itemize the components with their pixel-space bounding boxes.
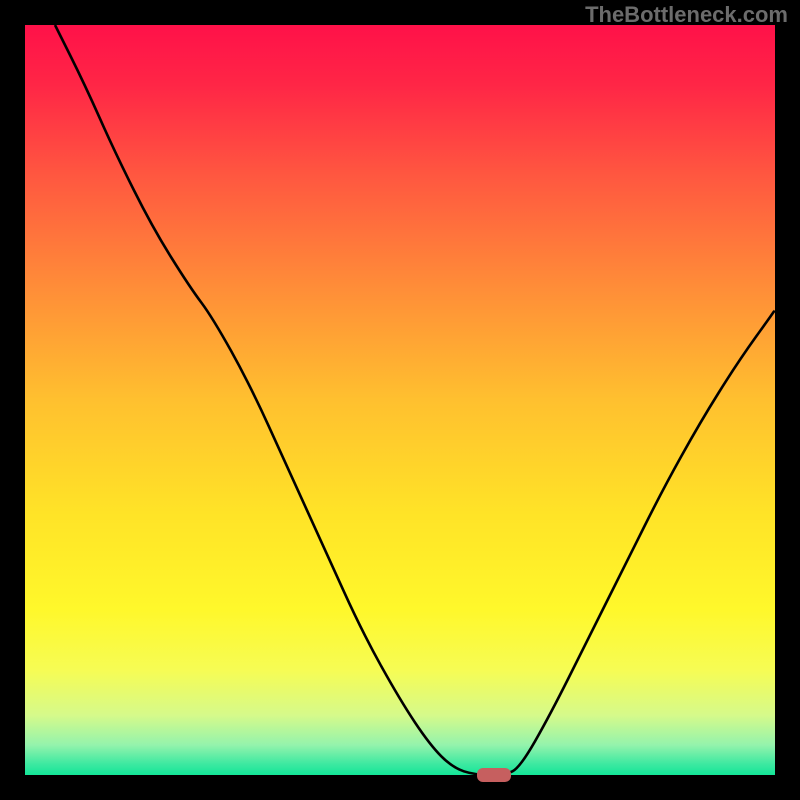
bottleneck-curve [55, 25, 775, 775]
chart-curve-layer [0, 0, 800, 800]
bottleneck-chart: TheBottleneck.com [0, 0, 800, 800]
watermark-text: TheBottleneck.com [585, 2, 788, 28]
optimal-marker [477, 768, 511, 782]
